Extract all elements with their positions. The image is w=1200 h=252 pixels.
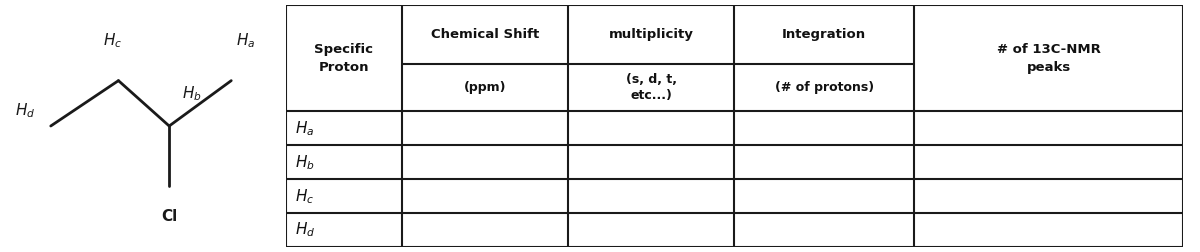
Text: Cl: Cl	[161, 209, 178, 224]
Text: Integration: Integration	[782, 28, 866, 41]
Text: $\mathit{H}_c$: $\mathit{H}_c$	[103, 31, 122, 50]
Text: $\mathit{H}_d$: $\mathit{H}_d$	[16, 102, 36, 120]
Text: Specific
Proton: Specific Proton	[314, 43, 373, 74]
Text: Chemical Shift: Chemical Shift	[431, 28, 540, 41]
Text: $\mathit{H}_a$: $\mathit{H}_a$	[235, 31, 254, 50]
Text: $\mathit{H}_a$: $\mathit{H}_a$	[294, 119, 314, 138]
Text: (s, d, t,
etc...): (s, d, t, etc...)	[626, 73, 677, 102]
Text: (ppm): (ppm)	[464, 81, 506, 94]
Text: # of 13C-NMR
peaks: # of 13C-NMR peaks	[997, 43, 1100, 74]
Text: $\mathit{H}_d$: $\mathit{H}_d$	[294, 221, 314, 239]
Text: $\mathit{H}_b$: $\mathit{H}_b$	[294, 153, 314, 172]
Text: $\mathit{H}_c$: $\mathit{H}_c$	[294, 187, 313, 206]
Text: multiplicity: multiplicity	[608, 28, 694, 41]
Text: (# of protons): (# of protons)	[774, 81, 874, 94]
Text: $\mathit{H}_b$: $\mathit{H}_b$	[182, 84, 202, 103]
